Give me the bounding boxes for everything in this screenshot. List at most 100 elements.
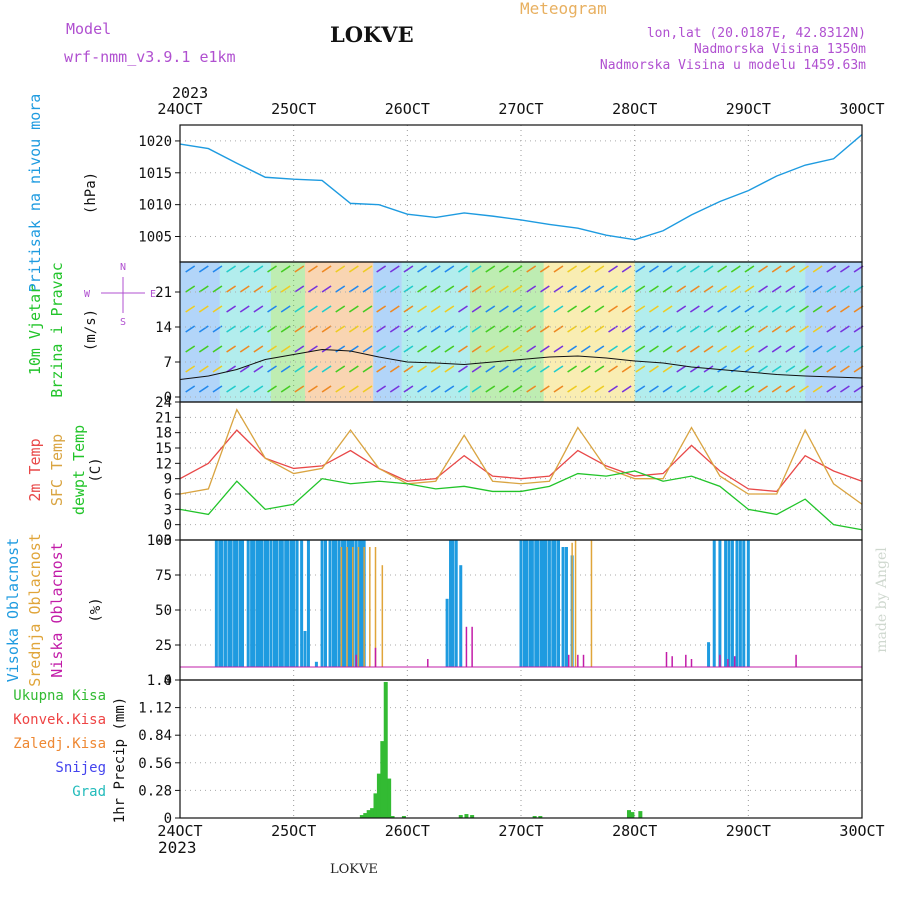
cloud-bar-0 [459, 565, 463, 667]
wind-barb [198, 325, 209, 333]
wind-field-band [469, 262, 544, 402]
wind-barb [539, 385, 550, 393]
wind-barb [498, 345, 509, 353]
wind-barb [253, 385, 264, 393]
wind-barb [185, 385, 196, 393]
wind-barb [580, 305, 591, 313]
wind-barb [635, 325, 646, 333]
cloud-bar-0 [286, 540, 290, 667]
wind-barb [212, 265, 223, 273]
precipitation-frame [179, 679, 863, 819]
wind-barb [648, 305, 659, 313]
wind-barb [417, 345, 428, 353]
y-tick-label: 6 [164, 487, 172, 503]
x-tick-label-top: 29OCT [726, 100, 771, 118]
cloud-bar-0 [449, 540, 453, 667]
wind-barb [676, 305, 687, 313]
y-tick-label: 1005 [138, 230, 172, 246]
wind-barb [608, 265, 618, 273]
wind-barb [198, 285, 209, 293]
wind-barb [676, 385, 687, 393]
y-tick-label: 7 [164, 355, 172, 371]
wind-field-band [702, 262, 806, 402]
wind-barb [689, 325, 700, 333]
cloud-bar-0 [360, 540, 364, 667]
y-tick-label: 9 [164, 472, 172, 488]
temp-series-line-2 [179, 470, 863, 531]
wind-barb [471, 325, 482, 333]
wind-barb [553, 365, 564, 373]
cloud-bar-1 [381, 565, 384, 667]
wind-barb [594, 365, 605, 373]
wind-barb [185, 285, 196, 293]
wind-barb [608, 285, 618, 293]
lonlat-text: lon,lat (20.0187E, 42.8312N) [646, 26, 866, 41]
wind-barb [526, 265, 537, 273]
precip-ylabel: 1hr Precip (mm) [112, 697, 128, 823]
wind-barb [362, 385, 373, 393]
wind-barb [676, 265, 687, 273]
pressure-line [179, 134, 863, 241]
y-tick-label: 21 [155, 410, 172, 426]
wind-barb [730, 325, 741, 333]
wind-barb [580, 325, 591, 333]
x-tick-label-top: 25OCT [271, 100, 316, 118]
wind-barb [567, 345, 578, 353]
wind-barb [621, 385, 632, 393]
cloud-bar-0 [553, 540, 557, 667]
wind-barb [444, 305, 455, 313]
wind-barb [621, 285, 632, 293]
wind-barb [703, 385, 714, 393]
model-altitude-text: Nadmorska Visina u modelu 1459.63m [599, 58, 866, 73]
wind-barb [717, 385, 728, 393]
cloud-unit: (%) [88, 597, 104, 622]
x-tick-label-top: 30OCT [839, 100, 884, 118]
wind-barb [253, 325, 264, 333]
cloud-bar-0 [349, 540, 352, 667]
wind-barb [730, 385, 741, 393]
cloud-bar-0 [544, 540, 548, 667]
wind-barb [239, 345, 250, 353]
wind-barb [362, 285, 373, 293]
cloud-bar-0 [557, 540, 561, 667]
wind-barb [580, 345, 591, 353]
wind-barb [703, 345, 714, 353]
wind-barb [539, 345, 550, 353]
wind-barb [839, 345, 850, 353]
cloud-bar-0 [712, 540, 716, 667]
wind-barb [376, 325, 387, 333]
wind-barb [239, 305, 250, 313]
wind-barb [362, 345, 373, 353]
wind-barb [185, 345, 196, 353]
wind-barb [621, 325, 632, 333]
cloud-bar-2 [671, 656, 673, 667]
wind-barb [212, 345, 223, 353]
wind-barb [239, 365, 250, 373]
x-tick-label-bottom: 27OCT [498, 822, 543, 840]
wind-barb [608, 325, 618, 333]
y-tick-label: 14 [155, 320, 172, 336]
wind-barb [635, 345, 646, 353]
wind-barb [485, 285, 496, 293]
wind-barb [621, 265, 632, 273]
wind-barb [239, 265, 250, 273]
wind-barb [771, 325, 782, 333]
wind-barb [348, 325, 359, 333]
wind-barb [839, 325, 850, 333]
cloud-ylabel-low: Niska Oblacnost [48, 542, 66, 677]
cloud-bar-2 [374, 647, 377, 667]
precip-bar [387, 778, 392, 818]
x-tick-label-bottom: 29OCT [726, 822, 771, 840]
cloud-bar-0 [331, 540, 335, 667]
wind-barb [771, 385, 782, 393]
cloud-bar-0 [727, 540, 731, 667]
precip-bar [376, 773, 381, 818]
cloud-bar-1 [352, 547, 354, 667]
wind-barb [403, 385, 414, 393]
wind-barb [580, 365, 591, 373]
wind-barb [253, 345, 264, 353]
wind-barb [417, 365, 428, 373]
wind-barb [526, 345, 537, 353]
wind-barb [267, 265, 277, 273]
